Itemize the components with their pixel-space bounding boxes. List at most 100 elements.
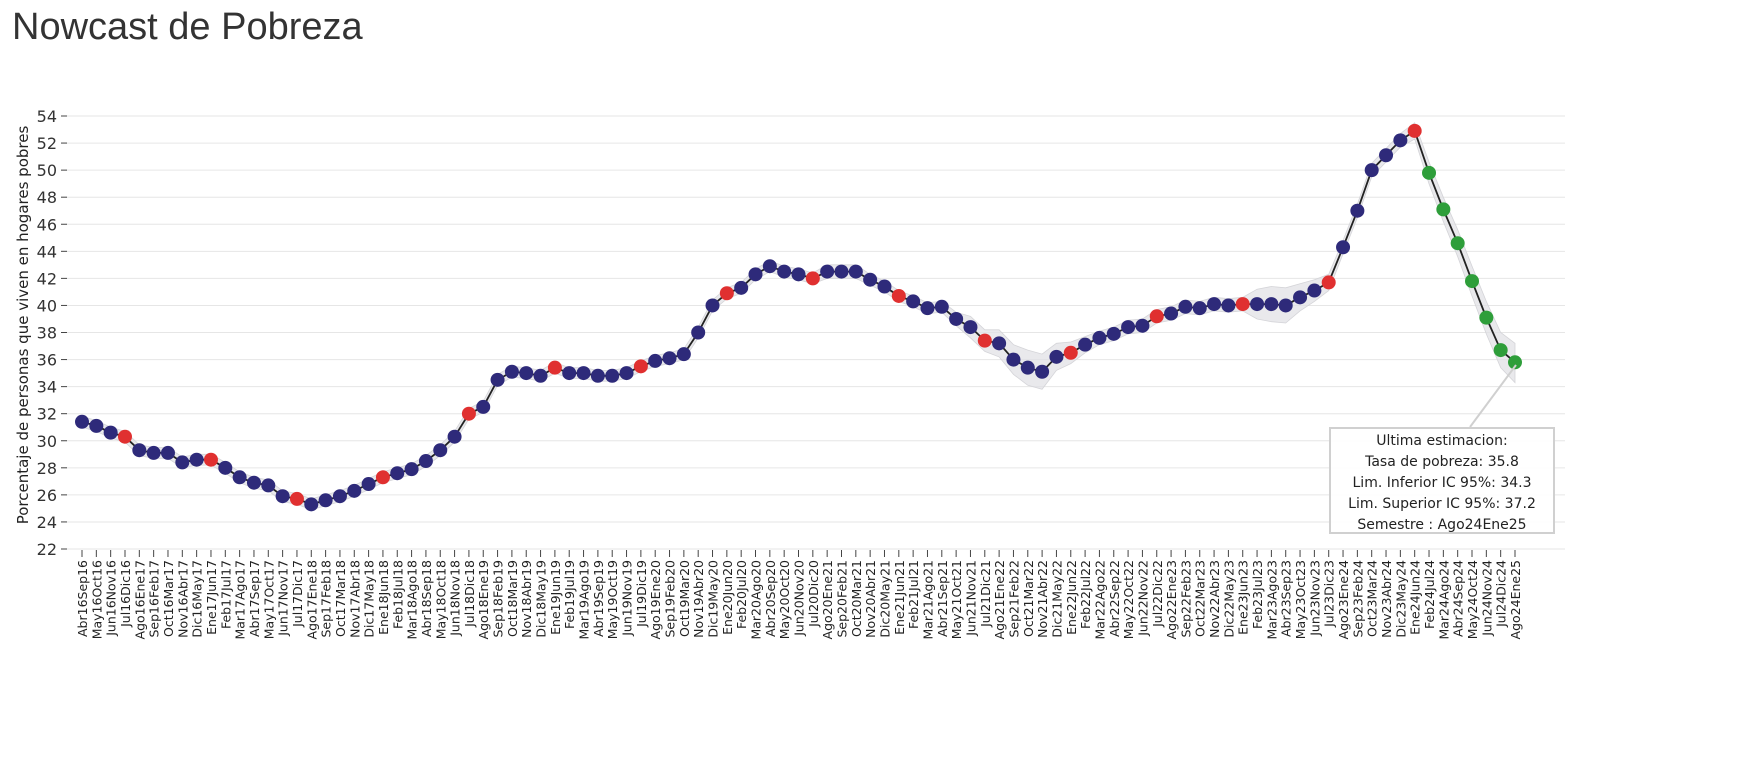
- data-point[interactable]: [547, 360, 562, 375]
- data-point[interactable]: [390, 466, 405, 481]
- data-point[interactable]: [1407, 123, 1422, 138]
- data-point[interactable]: [963, 320, 978, 335]
- data-point[interactable]: [246, 475, 261, 490]
- data-point[interactable]: [648, 353, 663, 368]
- data-point[interactable]: [934, 299, 949, 314]
- data-point[interactable]: [748, 267, 763, 282]
- data-point[interactable]: [232, 470, 247, 485]
- data-point[interactable]: [805, 271, 820, 286]
- data-point[interactable]: [1192, 301, 1207, 316]
- data-point[interactable]: [1508, 355, 1522, 370]
- data-point[interactable]: [877, 279, 892, 294]
- data-point[interactable]: [619, 366, 634, 381]
- data-point[interactable]: [662, 351, 677, 366]
- data-point[interactable]: [433, 443, 448, 458]
- data-point[interactable]: [1020, 360, 1035, 375]
- data-point[interactable]: [920, 301, 935, 316]
- data-point[interactable]: [762, 259, 777, 274]
- data-point[interactable]: [203, 452, 218, 467]
- data-point[interactable]: [261, 478, 276, 493]
- data-point[interactable]: [1493, 343, 1508, 358]
- data-point[interactable]: [218, 460, 233, 475]
- data-point[interactable]: [633, 359, 648, 374]
- data-point[interactable]: [1078, 337, 1093, 352]
- data-point[interactable]: [1393, 133, 1408, 148]
- data-point[interactable]: [117, 429, 132, 444]
- data-point[interactable]: [1221, 298, 1236, 313]
- data-point[interactable]: [590, 368, 605, 383]
- data-point[interactable]: [949, 311, 964, 326]
- data-point[interactable]: [304, 497, 319, 512]
- data-point[interactable]: [676, 347, 691, 362]
- data-point[interactable]: [1106, 326, 1121, 341]
- data-point[interactable]: [691, 325, 706, 340]
- data-point[interactable]: [705, 298, 720, 313]
- data-point[interactable]: [992, 336, 1007, 351]
- data-point[interactable]: [1350, 203, 1365, 218]
- data-point[interactable]: [1092, 330, 1107, 345]
- data-point[interactable]: [1049, 349, 1064, 364]
- data-point[interactable]: [906, 294, 921, 309]
- data-point[interactable]: [1436, 202, 1451, 217]
- data-point[interactable]: [1063, 345, 1078, 360]
- data-point[interactable]: [461, 406, 476, 421]
- data-point[interactable]: [734, 280, 749, 295]
- data-point[interactable]: [1164, 306, 1179, 321]
- data-point[interactable]: [1364, 163, 1379, 178]
- data-point[interactable]: [490, 372, 505, 387]
- data-point[interactable]: [318, 493, 333, 508]
- data-point[interactable]: [132, 443, 147, 458]
- data-point[interactable]: [476, 399, 491, 414]
- data-point[interactable]: [1121, 320, 1136, 335]
- data-point[interactable]: [1149, 309, 1164, 324]
- data-point[interactable]: [1264, 297, 1279, 312]
- data-point[interactable]: [1379, 148, 1394, 163]
- data-point[interactable]: [1135, 318, 1150, 333]
- data-point[interactable]: [447, 429, 462, 444]
- data-point[interactable]: [1178, 299, 1193, 314]
- data-point[interactable]: [1250, 297, 1265, 312]
- data-point[interactable]: [605, 368, 620, 383]
- data-point[interactable]: [75, 414, 89, 429]
- data-point[interactable]: [791, 267, 806, 282]
- data-point[interactable]: [404, 462, 419, 477]
- data-point[interactable]: [777, 264, 792, 279]
- data-point[interactable]: [1278, 298, 1293, 313]
- data-point[interactable]: [863, 272, 878, 287]
- data-point[interactable]: [332, 489, 347, 504]
- data-point[interactable]: [1450, 236, 1465, 251]
- data-point[interactable]: [1293, 290, 1308, 305]
- data-point[interactable]: [820, 264, 835, 279]
- data-point[interactable]: [189, 452, 204, 467]
- data-point[interactable]: [719, 286, 734, 301]
- data-point[interactable]: [275, 489, 290, 504]
- data-point[interactable]: [1336, 240, 1351, 255]
- data-point[interactable]: [891, 288, 906, 303]
- data-point[interactable]: [1321, 275, 1336, 290]
- data-point[interactable]: [1035, 364, 1050, 379]
- data-point[interactable]: [848, 264, 863, 279]
- data-point[interactable]: [1235, 297, 1250, 312]
- data-point[interactable]: [519, 366, 534, 381]
- data-point[interactable]: [504, 364, 519, 379]
- data-point[interactable]: [1479, 310, 1494, 325]
- data-point[interactable]: [834, 264, 849, 279]
- data-point[interactable]: [418, 454, 433, 469]
- data-point[interactable]: [175, 455, 190, 470]
- data-point[interactable]: [375, 470, 390, 485]
- data-point[interactable]: [1006, 352, 1021, 367]
- data-point[interactable]: [160, 445, 175, 460]
- data-point[interactable]: [1207, 297, 1222, 312]
- data-point[interactable]: [1465, 274, 1480, 289]
- data-point[interactable]: [1307, 283, 1322, 298]
- data-point[interactable]: [533, 368, 548, 383]
- data-point[interactable]: [289, 491, 304, 506]
- data-point[interactable]: [576, 366, 591, 381]
- data-point[interactable]: [347, 483, 362, 498]
- data-point[interactable]: [361, 477, 376, 492]
- data-point[interactable]: [103, 425, 118, 440]
- data-point[interactable]: [562, 366, 577, 381]
- data-point[interactable]: [89, 418, 104, 433]
- data-point[interactable]: [977, 333, 992, 348]
- data-point[interactable]: [146, 445, 161, 460]
